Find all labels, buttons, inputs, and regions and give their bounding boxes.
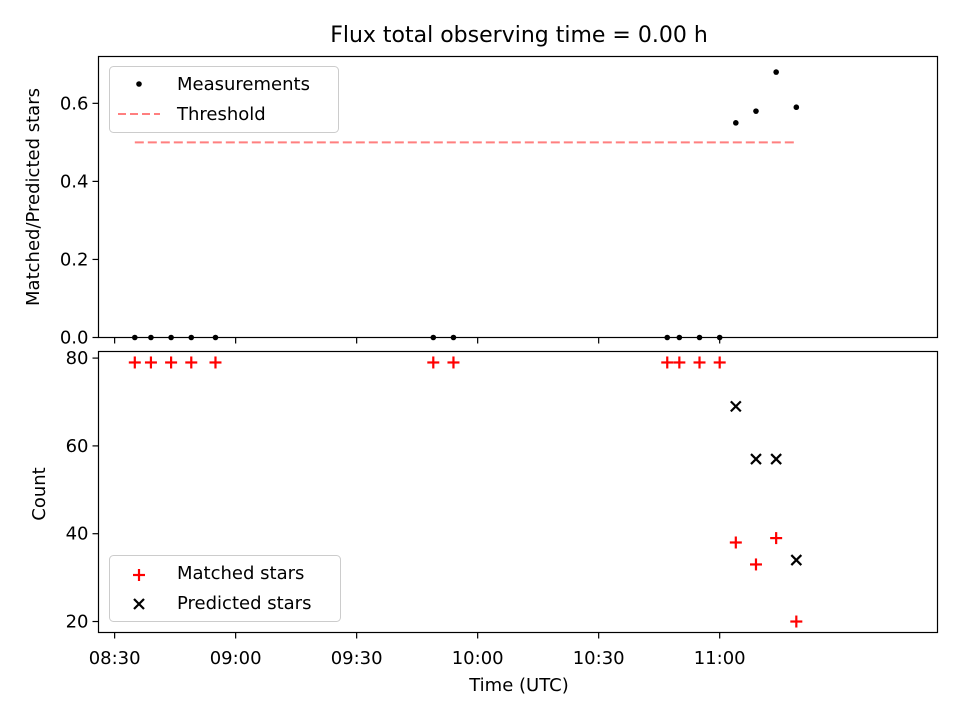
matched-star-point <box>185 356 198 369</box>
x-tick-label-2: 09:30 <box>331 648 383 669</box>
predicted-star-point <box>770 453 782 465</box>
measurement-point <box>793 104 800 111</box>
legend-label-matched-stars: Matched stars <box>177 563 304 584</box>
x-tick-label-4: 10:30 <box>573 648 625 669</box>
matched-star-point <box>673 356 686 369</box>
top-legend-box <box>109 66 339 133</box>
top-axes-frame <box>97 55 939 339</box>
bottom-y-axis-label: Count <box>29 467 50 520</box>
y-tick-label-1-2: 60 <box>66 436 89 457</box>
matched-star-point <box>209 356 222 369</box>
measurement-point <box>733 120 739 126</box>
measurement-point <box>773 69 779 75</box>
x-tick-label-0: 08:30 <box>89 648 141 669</box>
predicted-star-point <box>750 453 762 465</box>
matched-star-point <box>749 558 762 571</box>
legend-label-predicted-stars: Predicted stars <box>177 593 311 614</box>
matched-star-point <box>729 536 742 549</box>
y-tick-label-0-0: 0.0 <box>60 328 89 349</box>
x-tick-label-1: 09:00 <box>210 648 262 669</box>
matched-star-point <box>427 356 440 369</box>
bottom-legend-box <box>109 555 341 622</box>
x-tick-label-3: 10:00 <box>452 648 504 669</box>
x-tick-label-5: 11:00 <box>694 648 746 669</box>
matched-star-point <box>447 356 460 369</box>
y-tick-label-1-1: 40 <box>66 524 89 545</box>
legend-marker-measurements <box>136 81 142 87</box>
matched-star-point <box>713 356 726 369</box>
y-tick-label-0-3: 0.6 <box>60 93 89 114</box>
legend-marker-predicted-stars <box>133 598 145 610</box>
predicted-star-point <box>790 554 803 566</box>
predicted-star-point <box>730 400 742 413</box>
matched-star-point <box>144 356 157 369</box>
chart-title: Flux total observing time = 0.00 h <box>330 23 708 48</box>
matched-star-point <box>165 356 178 369</box>
bottom-panel: Count Matched stars Predicted stars <box>29 350 939 634</box>
matched-star-point <box>790 615 803 628</box>
y-tick-label-1-0: 20 <box>66 612 89 633</box>
y-tick-label-0-1: 0.2 <box>60 249 89 270</box>
measurement-point <box>753 108 759 114</box>
y-tick-label-1-3: 80 <box>66 348 89 369</box>
y-tick-label-0-2: 0.4 <box>60 171 89 192</box>
bottom-axes-frame <box>97 350 939 634</box>
bottom-legend: Matched stars Predicted stars <box>109 555 341 622</box>
matched-star-point <box>128 356 141 369</box>
top-legend: Measurements Threshold <box>109 66 339 133</box>
matched-star-point <box>770 532 783 545</box>
matched-star-point <box>661 356 674 369</box>
top-panel: Matched/Predicted stars Measurements Thr… <box>23 55 939 341</box>
legend-label-threshold: Threshold <box>176 104 266 125</box>
bottom-plot-area <box>128 356 803 628</box>
matched-star-point <box>693 356 706 369</box>
legend-label-measurements: Measurements <box>177 74 310 95</box>
legend-marker-matched-stars <box>133 569 145 581</box>
top-y-axis-label: Matched/Predicted stars <box>23 88 44 306</box>
x-axis-label: Time (UTC) <box>468 675 569 696</box>
